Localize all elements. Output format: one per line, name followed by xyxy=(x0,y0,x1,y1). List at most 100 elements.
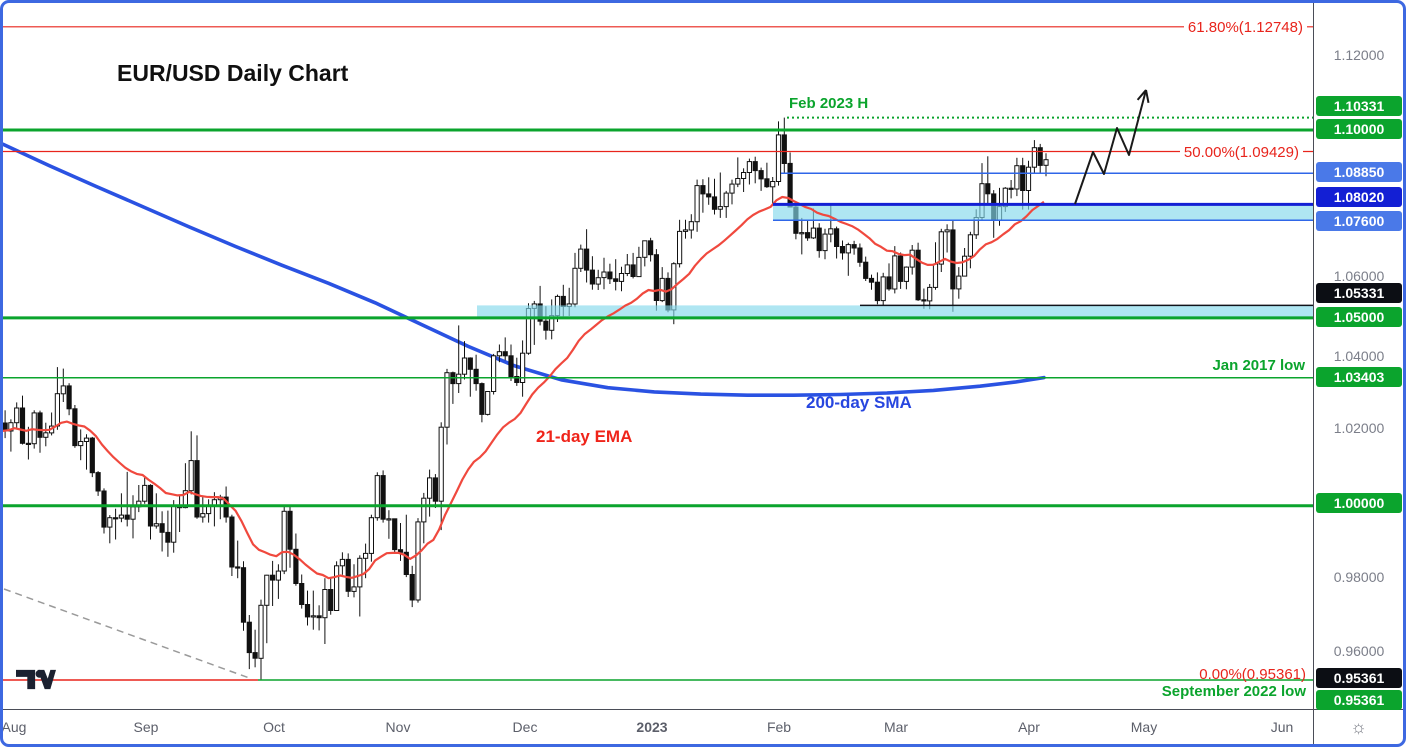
candle-body xyxy=(438,426,444,502)
candle-body xyxy=(1031,147,1038,168)
candle-body xyxy=(37,412,43,438)
candle-body xyxy=(14,407,20,424)
axis-settings-button[interactable]: ☼ xyxy=(1313,711,1404,743)
candle-body xyxy=(927,286,933,302)
candle-body xyxy=(799,232,805,235)
candle-body xyxy=(648,240,654,256)
candle-body xyxy=(293,548,299,584)
gear-icon: ☼ xyxy=(1350,716,1367,737)
candle-body xyxy=(78,441,84,447)
candle-body xyxy=(810,227,816,239)
fib-50-label: 50.00%(1.09429) xyxy=(1179,144,1303,161)
candle-body xyxy=(171,506,177,543)
price-label-0.96000: 0.96000 xyxy=(1333,643,1385,659)
candle-body xyxy=(270,574,276,581)
candle-body xyxy=(770,181,776,188)
time-label-Jun: Jun xyxy=(1270,719,1294,735)
candle-body xyxy=(572,267,578,305)
candle-body xyxy=(258,604,264,659)
time-axis-separator xyxy=(3,709,1404,710)
candle-body xyxy=(357,557,363,588)
ema-21-label: 21-day EMA xyxy=(536,427,633,446)
candle-body xyxy=(107,517,113,528)
candle-body xyxy=(101,490,107,528)
candle-body xyxy=(735,178,741,185)
projection-arrow xyxy=(1074,89,1147,205)
price-label-0.95361: 0.95361 xyxy=(1316,690,1402,710)
chart-canvas[interactable] xyxy=(0,0,1313,709)
candle-body xyxy=(752,161,758,172)
time-label-Oct: Oct xyxy=(263,719,285,735)
candle-body xyxy=(880,276,886,302)
candle-body xyxy=(54,393,60,427)
candle-body xyxy=(229,516,235,568)
candle-body xyxy=(967,234,973,257)
price-axis[interactable]: 1.12000 1.10331 1.10000 1.08850 1.08020 1.076… xyxy=(1314,3,1404,710)
candle-body xyxy=(275,570,281,581)
time-label-Dec: Dec xyxy=(512,719,538,735)
price-label-1.08850: 1.08850 xyxy=(1316,162,1402,182)
candle-body xyxy=(682,229,689,232)
price-label-1.04000: 1.04000 xyxy=(1333,348,1385,364)
candle-body xyxy=(25,442,31,445)
candle-body xyxy=(520,352,526,384)
price-label-1.05331: 1.05331 xyxy=(1316,283,1402,303)
candle-body xyxy=(723,192,729,208)
candle-body xyxy=(677,230,683,265)
candle-body xyxy=(304,604,311,618)
candle-body xyxy=(456,373,462,385)
candle-body xyxy=(415,521,421,601)
candle-body xyxy=(886,276,892,290)
candle-body xyxy=(43,432,49,438)
time-label-May: May xyxy=(1130,719,1158,735)
candle-body xyxy=(19,407,26,444)
candle-body xyxy=(153,523,159,527)
candle-body xyxy=(397,549,404,553)
candle-body xyxy=(287,510,293,550)
candle-body xyxy=(392,518,398,551)
candle-body xyxy=(543,320,549,331)
price-label-1.05000: 1.05000 xyxy=(1316,307,1402,327)
candle-body xyxy=(665,277,671,311)
candle-body xyxy=(805,232,811,239)
candle-body xyxy=(729,183,735,194)
time-axis[interactable]: Aug Sep Oct Nov Dec 2023 Feb Mar Apr May Jun xyxy=(2,710,1313,744)
candle-body xyxy=(427,477,433,499)
candle-body xyxy=(409,574,415,601)
price-label-1.06000: 1.06000 xyxy=(1333,268,1385,284)
candle-body xyxy=(746,161,752,174)
candle-body xyxy=(962,255,968,277)
candle-body xyxy=(299,583,305,605)
projection-arrowhead xyxy=(1136,89,1147,101)
candle-body xyxy=(8,422,14,432)
supply-zone xyxy=(773,204,1313,221)
candle-body xyxy=(624,264,630,274)
time-label-Mar: Mar xyxy=(883,719,909,735)
candle-body xyxy=(322,589,328,619)
time-label-2023: 2023 xyxy=(636,719,668,735)
candle-body xyxy=(246,621,252,654)
candle-body xyxy=(706,193,712,198)
candle-body xyxy=(618,273,625,282)
fib-0-label: 0.00%(0.95361) xyxy=(1199,666,1306,683)
candle-body xyxy=(351,586,357,592)
candle-body xyxy=(281,510,287,572)
tradingview-logo[interactable] xyxy=(16,668,56,696)
time-label-Nov: Nov xyxy=(385,719,411,735)
candle-body xyxy=(264,574,270,606)
price-label-0.98000: 0.98000 xyxy=(1333,569,1385,585)
candle-body xyxy=(159,523,165,533)
dashed-trendline xyxy=(3,588,253,680)
candle-body xyxy=(252,652,258,659)
candle-body xyxy=(857,247,863,263)
candle-body xyxy=(200,513,206,518)
projection-arrowhead xyxy=(1145,89,1150,103)
candle-body xyxy=(380,475,386,520)
candle-body xyxy=(374,475,380,519)
candle-body xyxy=(700,185,706,195)
candle-body xyxy=(560,295,566,307)
candle-body xyxy=(711,196,718,210)
candle-body xyxy=(432,477,438,502)
candle-body xyxy=(235,566,241,569)
candle-body xyxy=(334,565,340,611)
